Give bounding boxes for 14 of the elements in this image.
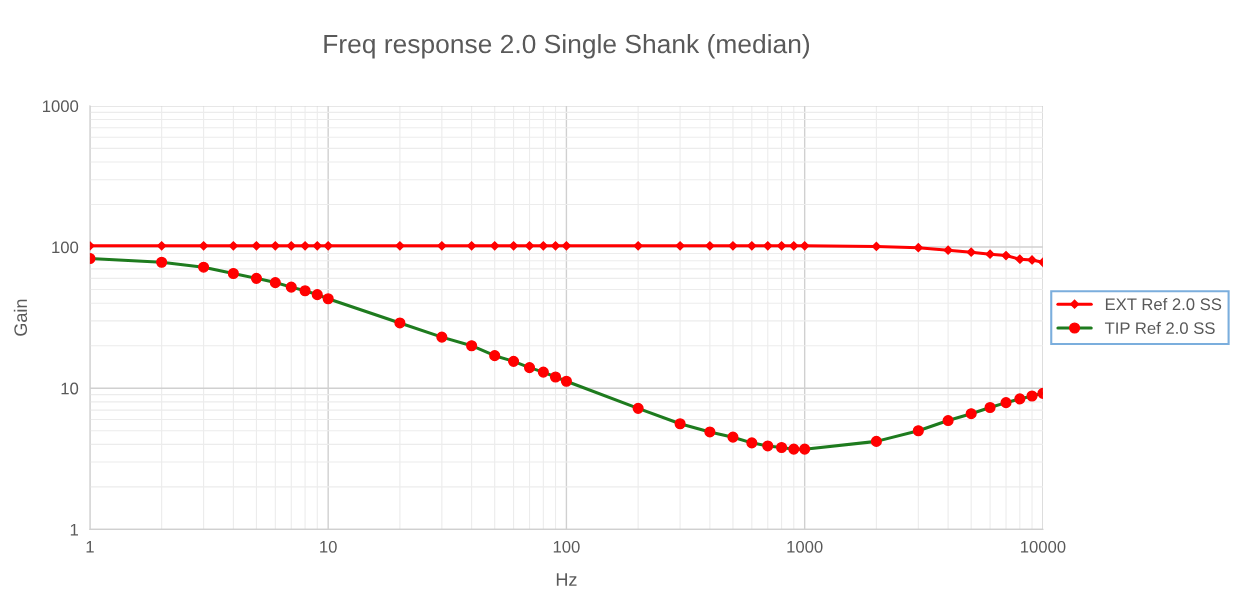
y-tick-label: 1000: [43, 100, 79, 113]
y-tick-label: 100: [52, 241, 79, 254]
x-tick-label: 1: [86, 541, 94, 553]
x-tick-label: 1000: [787, 540, 823, 553]
x-tick-label: 100: [553, 540, 580, 553]
legend-label: EXT Ref 2.0 SS: [1105, 297, 1222, 311]
legend-label: TIP Ref 2.0 SS: [1104, 321, 1215, 335]
chart-title: Freq response 2.0 Single Shank (median): [324, 33, 810, 59]
y-axis-title: Gain: [13, 299, 28, 336]
y-tick-label: 10: [61, 382, 79, 395]
x-tick-label: 10000: [1021, 540, 1066, 553]
x-axis-title: Hz: [556, 573, 577, 586]
y-tick-label: 1: [70, 523, 78, 536]
x-tick-label: 10: [320, 540, 337, 553]
